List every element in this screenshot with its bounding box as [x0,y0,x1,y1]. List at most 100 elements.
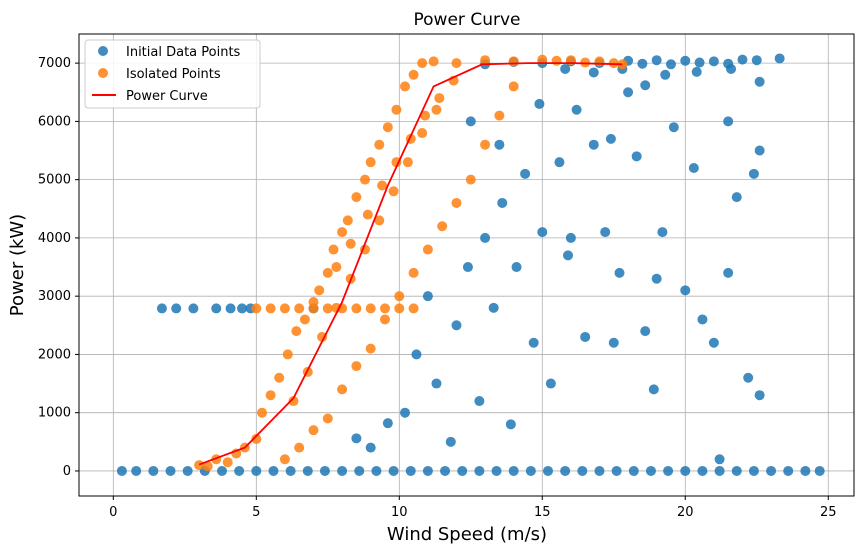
initial-data-point [697,465,708,476]
initial-data-point [737,54,748,65]
initial-data-point [251,465,262,476]
x-tick-label: 5 [252,505,260,520]
isolated-point [551,55,562,66]
initial-data-point [754,390,765,401]
initial-data-point [534,98,545,109]
initial-data-point [480,232,491,243]
isolated-point [408,303,419,314]
initial-data-point [422,291,433,302]
isolated-point [417,58,428,69]
isolated-point [480,139,491,150]
isolated-point [417,128,428,139]
y-tick-label: 4000 [38,231,71,246]
initial-data-point [216,465,227,476]
isolated-point [308,425,319,436]
initial-data-point [680,55,691,66]
isolated-point [288,396,299,407]
legend-marker-initial [98,46,108,56]
initial-data-point [774,53,785,64]
initial-data-point [714,454,725,465]
y-tick-label: 2000 [38,347,71,362]
initial-data-point [188,303,199,314]
isolated-point [434,93,445,104]
isolated-point [279,454,290,465]
isolated-point [365,157,376,168]
initial-data-point [497,197,508,208]
initial-data-point [731,465,742,476]
initial-data-point [400,407,411,418]
isolated-point [322,267,333,278]
initial-data-point [365,442,376,453]
initial-data-point [751,55,762,66]
legend-label-isolated: Isolated Points [126,67,221,82]
initial-data-point [445,436,456,447]
initial-data-point [563,250,574,261]
isolated-point [394,303,405,314]
initial-data-point [171,303,182,314]
plot-frame [78,33,855,497]
initial-data-point [645,465,656,476]
initial-data-point [640,326,651,337]
isolated-point [365,343,376,354]
initial-data-point [754,145,765,156]
isolated-point [422,244,433,255]
initial-data-point [411,349,422,360]
initial-data-point [571,104,582,115]
isolated-point [322,413,333,424]
initial-data-point [565,232,576,243]
initial-data-point [560,63,571,74]
legend: Initial Data Points Isolated Points Powe… [84,39,261,109]
initial-data-point [156,303,167,314]
initial-data-point [660,69,671,80]
initial-data-point [723,267,734,278]
isolated-point [308,303,319,314]
initial-data-point [663,465,674,476]
initial-data-point [474,465,485,476]
x-axis-label: Wind Speed (m/s) [387,524,547,545]
initial-data-point [580,331,591,342]
initial-data-point [488,302,499,313]
isolated-point [377,180,388,191]
initial-data-point [234,465,245,476]
isolated-point [251,303,262,314]
legend-marker-isolated [98,68,108,78]
initial-data-point [237,303,248,314]
isolated-point [451,58,462,69]
isolated-point [351,303,362,314]
initial-data-point [337,465,348,476]
initial-data-point [680,285,691,296]
initial-data-point [577,465,588,476]
isolated-point [274,372,285,383]
initial-data-point [491,465,502,476]
initial-data-point [351,433,362,444]
initial-data-point [637,58,648,69]
isolated-point [351,361,362,372]
initial-data-point [560,465,571,476]
initial-data-point [537,227,548,238]
initial-data-point [388,465,399,476]
initial-data-point [525,465,536,476]
isolated-point [328,244,339,255]
initial-data-point [748,168,759,179]
isolated-point [322,303,333,314]
legend-box [84,39,261,109]
initial-data-point [440,465,451,476]
isolated-point [374,139,385,150]
initial-data-point [743,372,754,383]
initial-data-point [800,465,811,476]
isolated-point [331,262,342,273]
x-tick-label: 0 [109,505,117,520]
isolated-point [402,157,413,168]
initial-data-point [814,465,825,476]
initial-data-point [623,87,634,98]
isolated-point [362,209,373,220]
initial-data-point [302,465,313,476]
x-tick-label: 15 [534,505,551,520]
initial-data-point [688,162,699,173]
x-tick-label: 10 [391,505,408,520]
initial-data-point [605,133,616,144]
isolated-point [359,174,370,185]
initial-data-point [668,122,679,133]
